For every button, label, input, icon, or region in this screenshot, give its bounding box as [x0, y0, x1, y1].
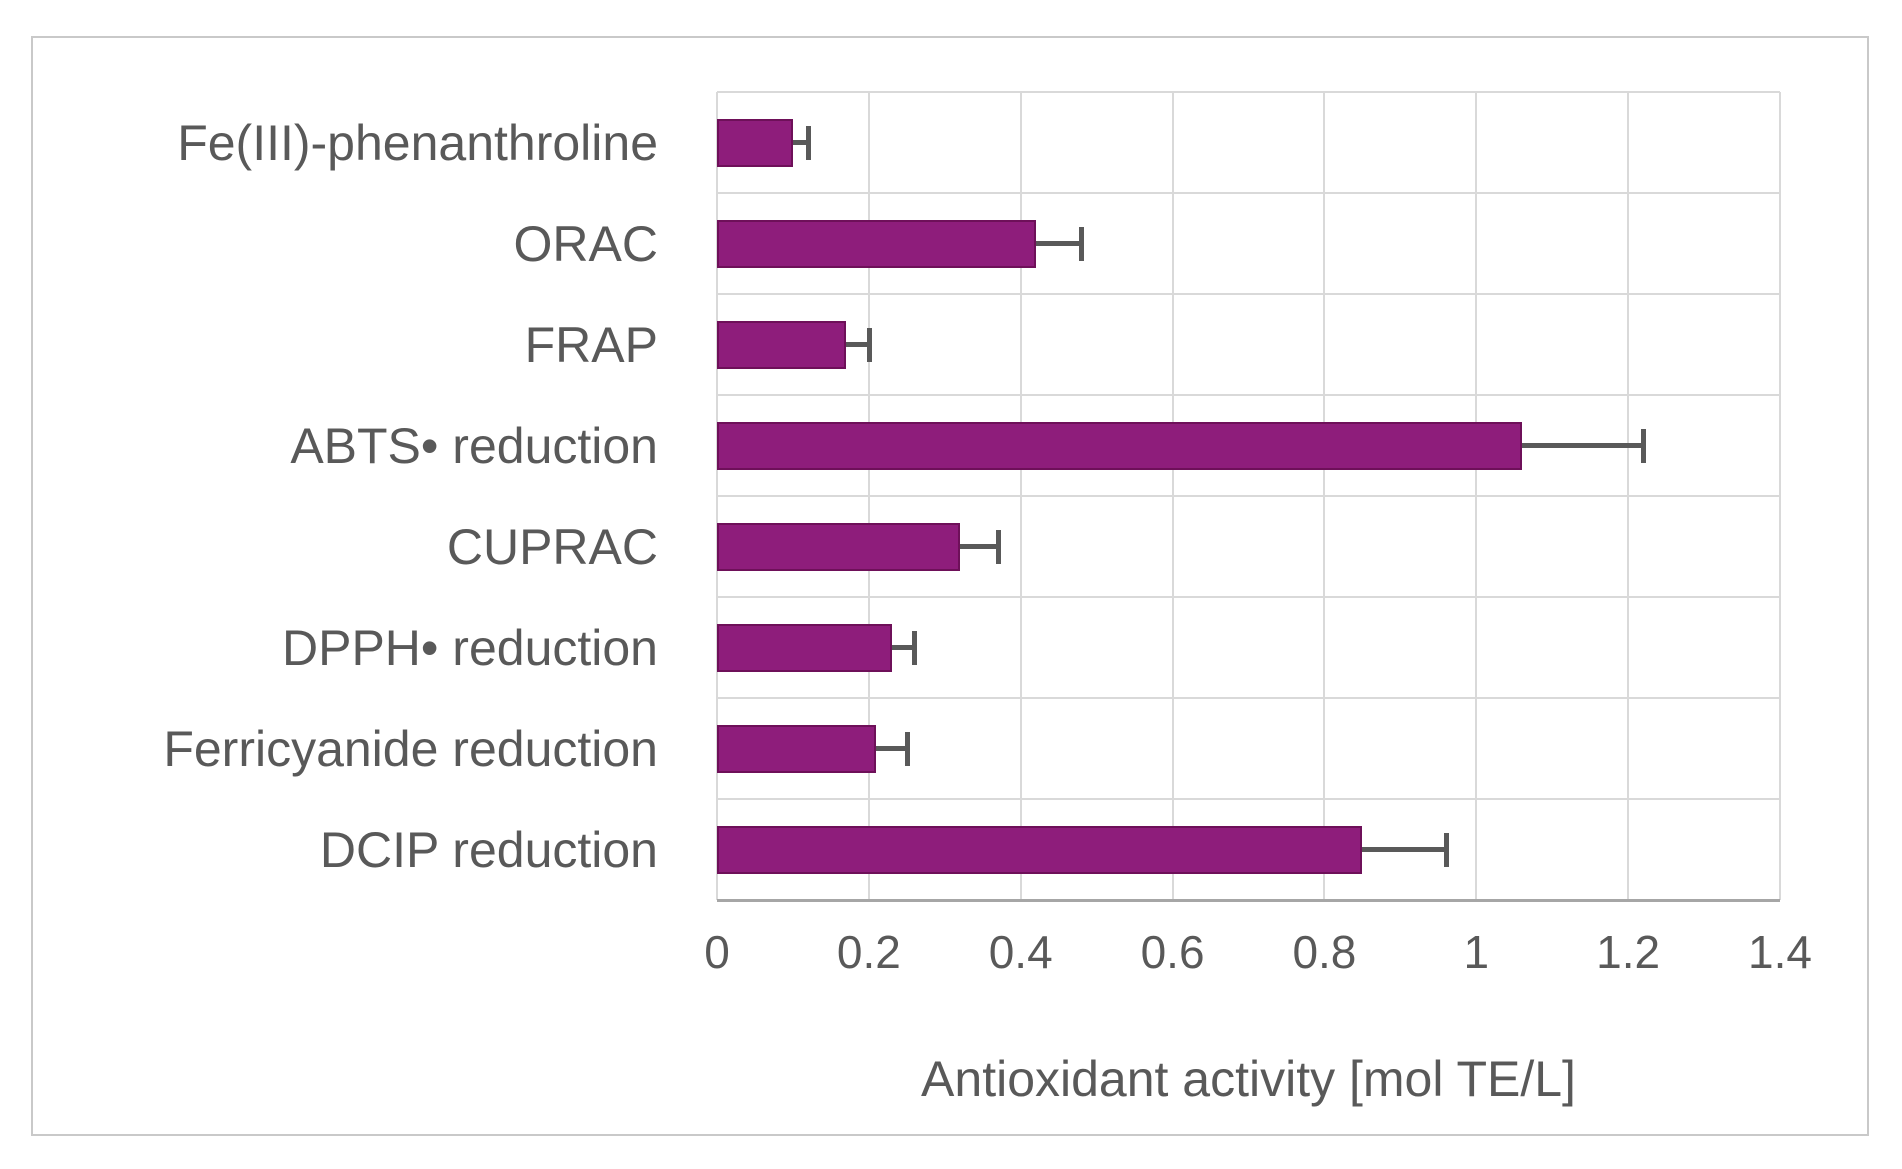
error-bar-line: [891, 645, 915, 650]
category-label: Fe(III)-phenanthroline: [177, 114, 658, 171]
x-tick-label: 0.2: [836, 926, 901, 978]
horizontal-gridline: [717, 697, 1780, 699]
error-bar-line: [876, 746, 907, 751]
data-bar: [717, 320, 847, 369]
horizontal-gridline: [717, 596, 1780, 598]
horizontal-gridline: [717, 394, 1780, 396]
horizontal-gridline: [717, 798, 1780, 800]
error-bar-cap: [904, 731, 910, 766]
error-bar-line: [1521, 443, 1644, 448]
horizontal-gridline: [717, 91, 1780, 93]
category-label: ORAC: [513, 215, 658, 272]
data-bar: [717, 825, 1363, 874]
x-tick-label: 0: [704, 926, 730, 978]
error-bar-line: [959, 544, 998, 549]
category-label: DCIP reduction: [319, 821, 658, 878]
chart-frame: [31, 36, 1869, 1136]
data-bar: [717, 421, 1522, 470]
x-tick-label: 1.4: [1748, 926, 1812, 978]
data-bar: [717, 623, 892, 672]
error-bar-cap: [1079, 226, 1085, 261]
x-tick-label: 0.4: [988, 926, 1053, 978]
error-bar-cap: [995, 529, 1001, 564]
horizontal-gridline: [717, 192, 1780, 194]
data-bar: [717, 522, 960, 571]
x-tick-label: 1: [1463, 926, 1490, 978]
x-tick-label: 1.2: [1596, 926, 1661, 978]
x-axis-title: Antioxidant activity [mol TE/L]: [921, 1051, 1576, 1107]
error-bar-cap: [806, 125, 812, 160]
error-bar-cap: [1641, 428, 1647, 463]
error-bar-line: [792, 140, 809, 145]
error-bar-line: [1362, 847, 1446, 852]
data-bar: [717, 724, 877, 773]
error-bar-cap: [912, 630, 918, 665]
category-label: FRAP: [524, 316, 658, 373]
error-bar-line: [846, 342, 869, 347]
x-tick-label: 0.6: [1140, 926, 1205, 978]
x-tick-label: 0.8: [1292, 926, 1357, 978]
error-bar-cap: [1443, 832, 1449, 867]
category-label: CUPRAC: [446, 518, 658, 575]
data-bar: [717, 219, 1036, 268]
vertical-gridline: [1779, 92, 1781, 900]
category-label: Ferricyanide reduction: [163, 720, 658, 777]
error-bar-cap: [866, 327, 872, 362]
horizontal-gridline: [717, 293, 1780, 295]
horizontal-gridline: [717, 495, 1780, 497]
error-bar-line: [1035, 241, 1082, 246]
category-label: ABTS• reduction: [290, 417, 658, 474]
data-bar: [717, 118, 793, 167]
category-label: DPPH• reduction: [281, 619, 658, 676]
category-axis-line: [717, 899, 1780, 902]
